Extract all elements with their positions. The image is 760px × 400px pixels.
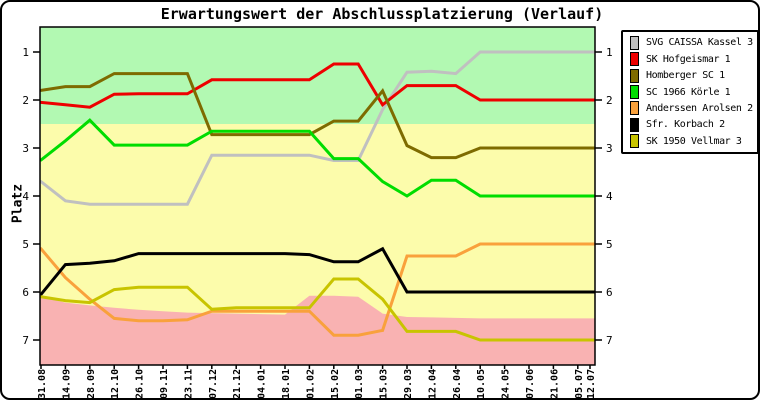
y-tick-label-left: 5 (22, 238, 29, 251)
y-tick-label-left: 4 (22, 190, 29, 203)
x-tick-label: 04.01 (257, 369, 268, 399)
series-line-sc-1966-k-rle-1 (40, 118, 595, 198)
legend-item-0: SVG CAISSA Kassel 3 (630, 35, 757, 50)
legend-item-3: SC 1966 Körle 1 (630, 85, 757, 100)
legend-item-6: SK 1950 Vellmar 3 (630, 134, 757, 149)
x-tick-label: 09.11 (159, 369, 170, 399)
legend-swatch-icon (630, 35, 639, 50)
legend-item-2: Homberger SC 1 (630, 68, 757, 83)
x-tick-label: 28.09 (86, 369, 97, 399)
chart-title: Erwartungswert der Abschlussplatzierung … (160, 5, 604, 23)
plot-border (39, 26, 596, 366)
y-tick-label-right: 2 (606, 94, 613, 107)
legend-item-1: SK Hofgeismar 1 (630, 52, 757, 67)
y-tick-label-right: 4 (606, 190, 613, 203)
legend-item-5: Sfr. Korbach 2 (630, 117, 757, 132)
x-tick-label: 18.01 (281, 369, 292, 399)
y-tick-label-right: 1 (606, 46, 613, 59)
legend-label: SC 1966 Körle 1 (646, 86, 731, 98)
x-tick-label: 12.10 (110, 369, 121, 399)
y-tick-label-left: 3 (22, 142, 29, 155)
y-tick-label-right: 7 (606, 334, 613, 347)
series-line-homberger-sc-1 (40, 72, 595, 160)
x-tick-label: 01.03 (354, 369, 365, 399)
y-tick-label-left: 1 (22, 46, 29, 59)
legend-label: Sfr. Korbach 2 (646, 119, 725, 131)
series-line-sk-hofgeismar-1 (40, 62, 595, 109)
legend-swatch-icon (630, 101, 639, 116)
x-tick-label: 12.07 (586, 369, 597, 399)
series-line-sk-1950-vellmar-3 (40, 277, 595, 342)
legend-label: Homberger SC 1 (646, 70, 725, 82)
y-tick-label-right: 5 (606, 238, 613, 251)
x-tick-label: 10.05 (476, 369, 487, 399)
x-tick-label: 07.12 (208, 369, 219, 399)
legend-swatch-icon (630, 117, 639, 132)
x-tick-label: 14.09 (61, 369, 72, 399)
y-tick-label-left: 2 (22, 94, 29, 107)
x-tick-label: 29.03 (403, 369, 414, 399)
y-tick-label-right: 6 (606, 286, 613, 299)
x-tick-label: 26.10 (135, 369, 146, 399)
y-tick-label-left: 7 (22, 334, 29, 347)
legend-swatch-icon (630, 134, 639, 149)
legend-label: SK 1950 Vellmar 3 (646, 135, 742, 147)
y-tick-label-right: 3 (606, 142, 613, 155)
legend-swatch-icon (630, 52, 639, 67)
x-tick-label: 26.04 (452, 369, 463, 399)
legend-swatch-icon (630, 68, 639, 83)
y-tick-label-left: 6 (22, 286, 29, 299)
x-tick-label: 24.05 (501, 369, 512, 399)
legend-label: SVG CAISSA Kassel 3 (646, 37, 753, 49)
x-tick-label: 15.03 (379, 369, 390, 399)
x-tick-label: 15.02 (330, 369, 341, 399)
x-tick-label: 31.08 (37, 369, 48, 399)
series-line-sfr-korbach-2 (39, 246, 595, 296)
legend-box: SVG CAISSA Kassel 3 SK Hofgeismar 1 Homber… (621, 30, 758, 154)
x-tick-label: 12.04 (427, 369, 438, 399)
x-tick-label: 21.06 (549, 369, 560, 399)
x-tick-label: 07.06 (525, 369, 536, 399)
legend-label: SK Hofgeismar 1 (646, 53, 731, 65)
legend-item-4: Anderssen Arolsen 2 (630, 101, 757, 116)
legend-label: Anderssen Arolsen 2 (646, 102, 753, 114)
x-tick-label: 23.11 (183, 369, 194, 399)
x-tick-label: 21.12 (232, 369, 243, 399)
series-line-svg-caissa-kassel-3 (40, 50, 595, 206)
legend-swatch-icon (630, 85, 639, 99)
series-line-anderssen-arolsen-2 (39, 242, 595, 337)
relegation-zone (40, 295, 595, 365)
x-tick-label: 05.07 (574, 369, 585, 399)
x-tick-label: 01.02 (305, 369, 316, 399)
